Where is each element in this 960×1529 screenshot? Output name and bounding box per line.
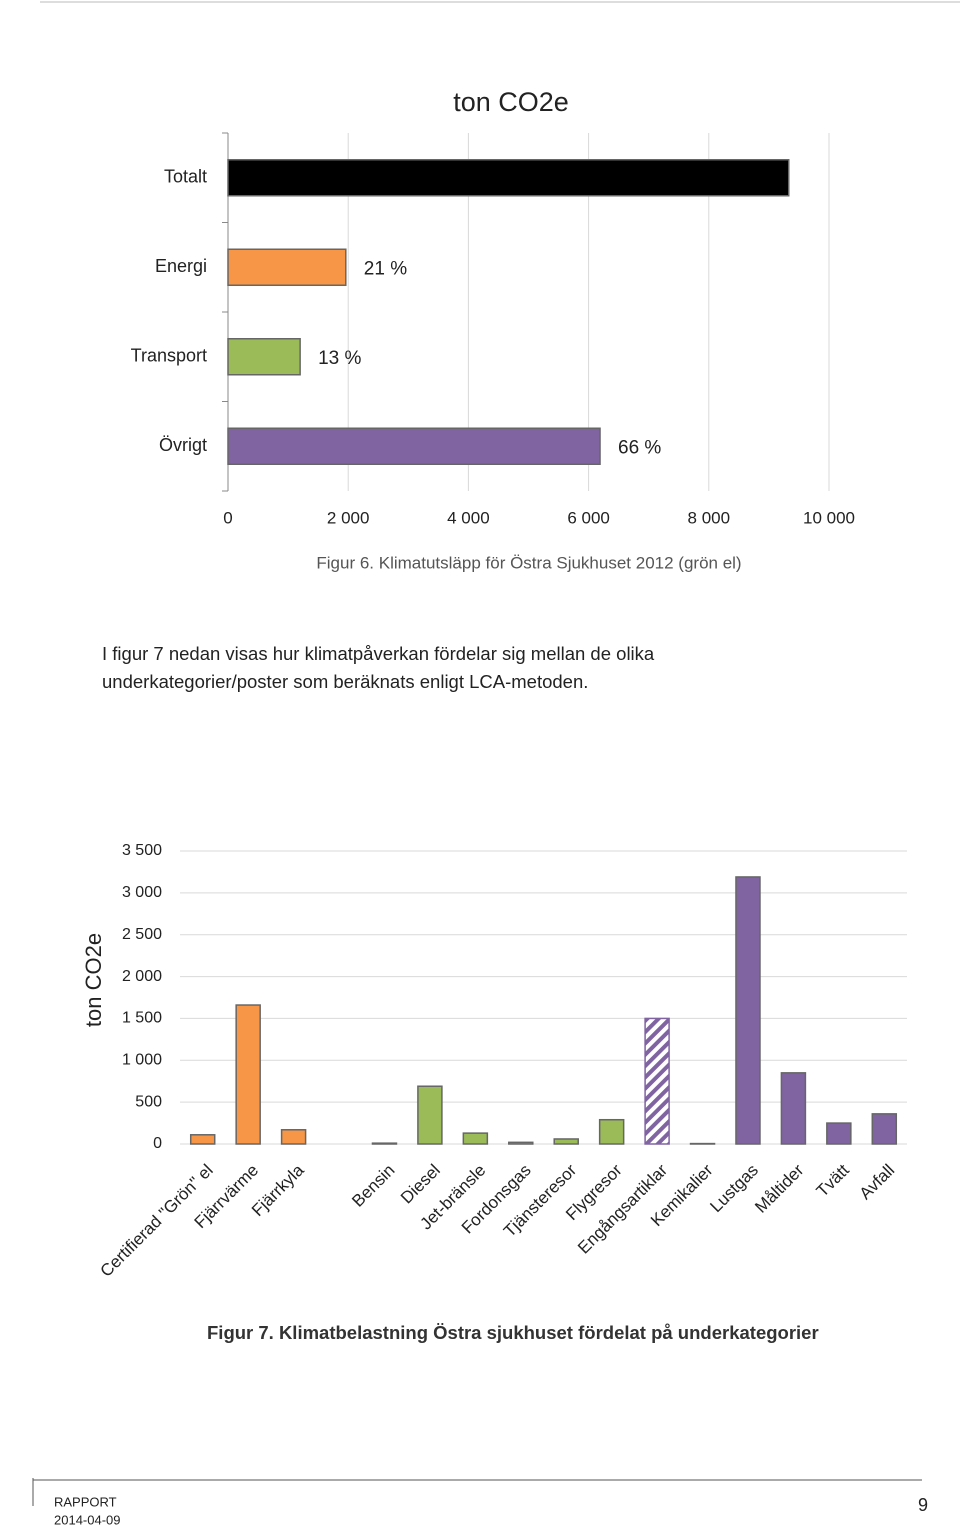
y-tick-label: Övrigt bbox=[159, 435, 207, 455]
data-label: 21 % bbox=[364, 258, 407, 279]
bar bbox=[280, 1129, 307, 1145]
y-tick-label: Totalt bbox=[164, 167, 207, 187]
y-tick-label: Energi bbox=[155, 256, 207, 276]
x-tick-label: 8 000 bbox=[688, 508, 731, 527]
bar bbox=[780, 1072, 807, 1145]
page-number: 9 bbox=[918, 1495, 928, 1515]
bar bbox=[871, 1113, 898, 1145]
bar bbox=[826, 1122, 852, 1145]
x-tick-label: 4 000 bbox=[447, 508, 490, 527]
x-tick-label: 0 bbox=[223, 508, 232, 527]
y-tick-label: 2 000 bbox=[122, 968, 162, 985]
x-tick-label: Måltider bbox=[751, 1160, 807, 1216]
x-tick-label: Lustgas bbox=[706, 1161, 762, 1217]
bar bbox=[227, 248, 347, 286]
y-tick-label: 500 bbox=[135, 1093, 162, 1110]
bar bbox=[462, 1132, 489, 1145]
bar bbox=[235, 1004, 261, 1145]
bar bbox=[227, 159, 790, 197]
bar bbox=[508, 1141, 534, 1145]
bar bbox=[417, 1085, 443, 1145]
y-tick-label: 0 bbox=[153, 1135, 162, 1152]
y-axis-label: ton CO2e bbox=[81, 933, 106, 1027]
y-tick-label: 1 000 bbox=[122, 1052, 162, 1069]
caption: Figur 7. Klimatbelastning Östra sjukhuse… bbox=[207, 1322, 819, 1343]
paragraph-line: underkategorier/poster som beräknats enl… bbox=[102, 671, 588, 692]
y-tick-label: Transport bbox=[131, 346, 207, 366]
footer-date: 2014-04-09 bbox=[54, 1512, 121, 1527]
x-tick-label: Bensin bbox=[348, 1161, 398, 1211]
bar bbox=[553, 1138, 579, 1145]
x-tick-label: 2 000 bbox=[327, 508, 370, 527]
bar bbox=[735, 876, 761, 1145]
paragraph-line: I figur 7 nedan visas hur klimatpåverkan… bbox=[102, 643, 655, 664]
bar bbox=[227, 427, 601, 465]
y-tick-label: 3 500 bbox=[122, 842, 162, 859]
y-tick-label: 3 000 bbox=[122, 884, 162, 901]
bar bbox=[227, 338, 301, 376]
x-tick-label: Tvätt bbox=[813, 1160, 853, 1200]
chart-title: ton CO2e bbox=[453, 87, 569, 117]
x-tick-label: Avfall bbox=[856, 1161, 899, 1204]
data-label: 13 % bbox=[318, 348, 361, 369]
bar bbox=[644, 1017, 670, 1145]
x-tick-label: 6 000 bbox=[567, 508, 610, 527]
x-tick-label: 10 000 bbox=[803, 508, 855, 527]
y-tick-label: 1 500 bbox=[122, 1010, 162, 1027]
footer-label: RAPPORT bbox=[54, 1494, 117, 1509]
caption: Figur 6. Klimatutsläpp för Östra Sjukhus… bbox=[316, 553, 741, 572]
bar bbox=[371, 1142, 398, 1145]
bar bbox=[189, 1134, 216, 1145]
y-tick-label: 2 500 bbox=[122, 926, 162, 943]
data-label: 66 % bbox=[618, 437, 661, 458]
bar bbox=[598, 1118, 625, 1145]
